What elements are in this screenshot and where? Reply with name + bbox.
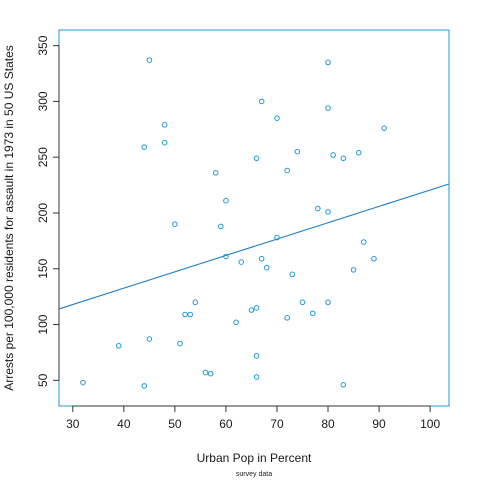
data-point (253, 374, 260, 380)
data-point (381, 125, 387, 131)
data-point (289, 271, 296, 278)
data-point (187, 311, 193, 318)
data-point (212, 170, 219, 176)
data-point (263, 264, 270, 271)
data-point (325, 299, 331, 306)
data-point (146, 336, 153, 342)
data-point (223, 253, 229, 260)
x-tick-label: 80 (321, 417, 335, 431)
data-point (115, 342, 122, 349)
data-point (299, 299, 306, 306)
x-tick-label: 90 (372, 417, 386, 431)
x-tick-label: 60 (219, 417, 233, 431)
x-axis-title: Urban Pop in Percent (197, 451, 312, 465)
data-point (325, 59, 331, 66)
data-point (141, 144, 148, 150)
data-point (141, 383, 148, 389)
data-point (192, 299, 199, 306)
data-point (309, 310, 316, 317)
data-point (177, 340, 183, 347)
data-point (248, 307, 255, 313)
data-point (340, 155, 347, 162)
data-point (146, 57, 153, 63)
y-tick-label: 350 (36, 35, 50, 55)
x-tick-label: 40 (117, 417, 131, 431)
data-point (238, 259, 245, 265)
data-point (294, 148, 301, 155)
data-point (161, 122, 168, 128)
data-point (274, 115, 280, 121)
data-point (325, 105, 331, 111)
data-point (360, 239, 367, 245)
data-point (284, 315, 290, 321)
y-axis-title: Arrests per 100,000 residents for assaul… (2, 45, 16, 391)
data-point (182, 311, 188, 318)
data-point (207, 370, 214, 377)
data-point (202, 369, 209, 376)
data-point (253, 155, 260, 162)
x-tick-label: 70 (270, 417, 284, 431)
data-point (330, 152, 336, 158)
y-tick-label: 150 (36, 258, 50, 278)
data-point (315, 205, 321, 212)
x-tick-label: 50 (168, 417, 182, 431)
data-point (253, 305, 260, 311)
data-point (258, 98, 265, 105)
y-tick-label: 300 (36, 91, 50, 111)
data-point (371, 255, 377, 262)
y-tick-label: 200 (36, 203, 50, 223)
data-point (223, 197, 229, 204)
y-tick-label: 50 (36, 373, 50, 387)
y-axis-title-group: Arrests per 100,000 residents for assaul… (2, 45, 16, 391)
data-point (284, 167, 290, 174)
data-point (274, 234, 280, 241)
chart-caption: survey data (236, 471, 272, 478)
regression-line (58, 183, 450, 310)
data-point (350, 267, 357, 273)
data-point (161, 139, 168, 146)
data-point (258, 255, 265, 262)
x-tick-label: 30 (66, 417, 80, 431)
x-tick-label: 100 (420, 417, 440, 431)
y-tick-label: 250 (36, 147, 50, 167)
data-point (80, 379, 86, 386)
data-point (172, 221, 178, 227)
data-point (340, 382, 347, 388)
data-point (218, 223, 224, 230)
data-point (233, 319, 239, 326)
data-point (253, 352, 260, 359)
data-point (355, 149, 362, 156)
y-tick-label: 100 (36, 314, 50, 334)
data-point (325, 209, 331, 215)
